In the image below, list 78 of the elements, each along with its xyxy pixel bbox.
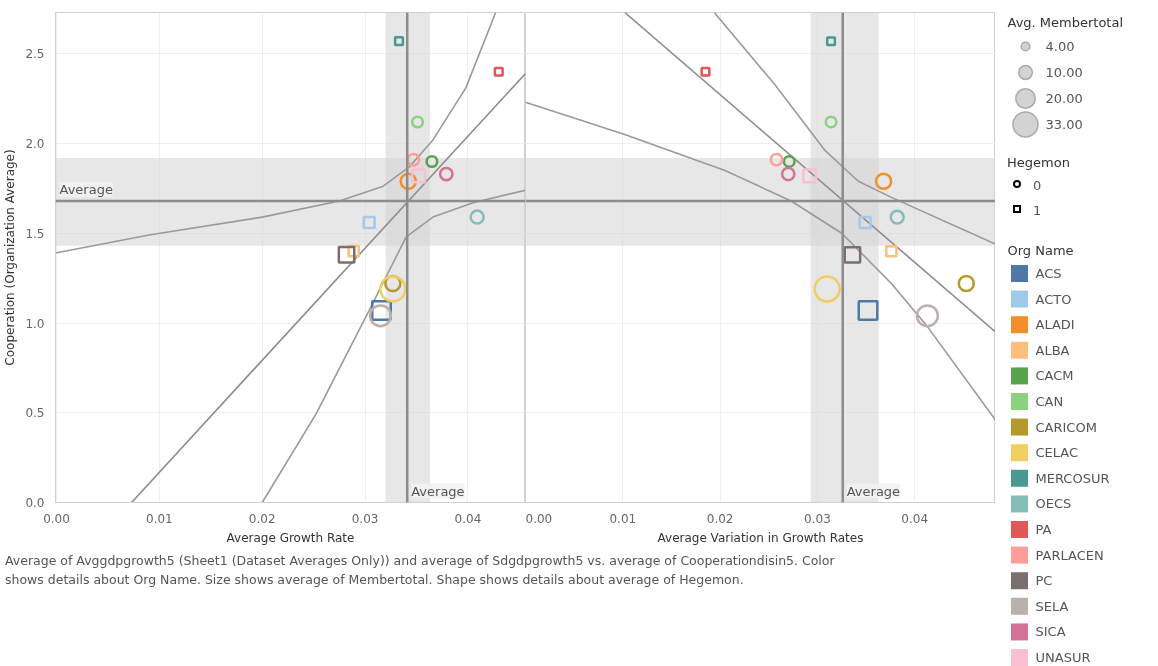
point	[782, 154, 796, 169]
line-series	[261, 189, 525, 503]
point	[824, 115, 838, 129]
point	[700, 66, 711, 77]
point	[425, 154, 439, 169]
y-tick-label: 1.0	[25, 316, 45, 331]
point	[825, 36, 837, 47]
point	[379, 275, 407, 303]
point	[857, 299, 879, 321]
x-tick-label: 0.03	[804, 511, 831, 526]
y-tick-label: 1.5	[25, 226, 45, 241]
text: Avg. Membertotal	[1007, 15, 1124, 30]
y-axis-title: Cooperation (Organization Average)	[3, 149, 18, 366]
point	[802, 168, 818, 184]
point	[915, 304, 940, 328]
y-tick-label: 0.0	[25, 496, 45, 510]
point	[957, 274, 976, 293]
legend-label: 20.00	[1045, 91, 1083, 106]
legend-label: UNASUR	[1035, 650, 1091, 665]
point	[493, 66, 504, 77]
legend-label: ALBA	[1035, 342, 1070, 358]
x-tick-label: 0.01	[146, 511, 173, 526]
point	[843, 245, 862, 264]
legend-label: PC	[1035, 573, 1053, 589]
text: Hegemon	[1007, 154, 1070, 172]
point	[780, 166, 796, 182]
point	[393, 36, 405, 47]
legend-label: CAN	[1035, 394, 1064, 409]
x-tick-label: 0.02	[248, 511, 276, 526]
ref-line-label: Average	[846, 483, 901, 499]
text: 0	[1033, 177, 1042, 195]
legend-label: CACM	[1035, 368, 1074, 384]
point	[469, 209, 485, 225]
legend-label: ACS	[1035, 266, 1062, 281]
y-tick-label: 2.5	[25, 47, 45, 62]
legend-label: ALADI	[1035, 317, 1075, 333]
x-tick-label: 0.01	[609, 511, 637, 526]
line-series	[55, 12, 497, 254]
point	[813, 275, 841, 303]
y-tick-label: 0.5	[25, 406, 45, 421]
point	[410, 168, 427, 184]
legend-label: OECS	[1035, 496, 1072, 512]
legend-label: PARLACEN	[1035, 547, 1104, 563]
legend-label: CARICOM	[1035, 419, 1097, 435]
point	[362, 215, 376, 230]
legend-label: 4.00	[1045, 39, 1075, 54]
x-tick-label: 0.00	[43, 511, 70, 526]
legend-title: Org Name	[1007, 243, 1074, 258]
point	[885, 244, 898, 258]
legend-label: SICA	[1035, 624, 1066, 640]
legend-label: SELA	[1035, 598, 1069, 614]
point	[438, 166, 454, 182]
legend-label: ACTO	[1035, 291, 1072, 307]
x-tick-label: 0.04	[901, 511, 929, 526]
point	[337, 245, 356, 264]
x-axis-title: Average Variation in Growth Rates	[657, 530, 864, 545]
y-tick-label: 2.0	[25, 137, 45, 152]
x-tick-label: 0.00	[525, 511, 553, 526]
legend-label: MERCOSUR	[1035, 470, 1110, 486]
point	[410, 115, 425, 129]
x-axis-title: Average Growth Rate	[226, 530, 355, 545]
legend-label: 10.00	[1045, 65, 1083, 80]
legend-label: PA	[1035, 522, 1052, 537]
point	[858, 215, 872, 230]
x-tick-label: 0.04	[454, 511, 482, 526]
text: Average of Avggdpgrowth5 (Sheet1 (Dataset Averages Only)) and average of Sdgdpgrowth5 vs. average of Cooperationdisin5. Color shows details about Org Name. Size shows average of Membertotal. Shape shows details about average of Hegemon.	[5, 552, 835, 589]
point	[368, 304, 393, 328]
point	[889, 209, 905, 225]
legend-label: 33.00	[1045, 117, 1083, 132]
ref-line-label: Average	[59, 181, 113, 197]
ref-line-label: Average	[411, 483, 465, 499]
point	[769, 152, 784, 167]
point	[406, 152, 421, 167]
point	[874, 172, 893, 190]
legend-label: CELAC	[1035, 445, 1079, 461]
text: 1	[1033, 202, 1042, 220]
x-tick-label: 0.03	[351, 511, 379, 526]
x-tick-label: 0.02	[706, 511, 734, 526]
